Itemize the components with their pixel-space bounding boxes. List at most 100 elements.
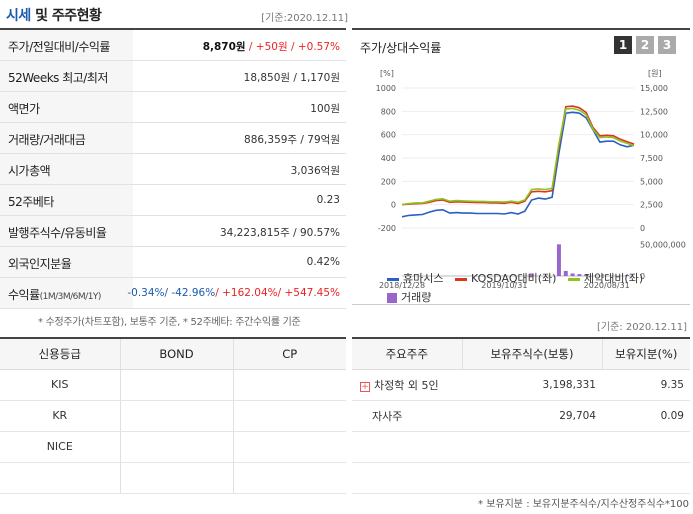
table-row: KIS (0, 369, 346, 401)
legend-item: 휴마시스 (387, 270, 443, 286)
volume-bar (584, 274, 589, 276)
legend-swatch (454, 277, 467, 281)
cp (232, 369, 346, 401)
right-tick-label: 5,000 (640, 177, 663, 186)
summary-label: 외국인지분율 (0, 247, 133, 277)
summary-label: 52Weeks 최고/최저 (0, 61, 133, 91)
left-axis-unit: [%] (380, 69, 394, 78)
holder-name-text[interactable]: 차정학 외 5인 (374, 378, 439, 392)
return-3m: / -42.96% (164, 287, 216, 299)
legend-label: 제약대비(좌) (583, 272, 644, 285)
summary-value: 3,036억원 (290, 165, 340, 177)
table-header: 신용등급 BOND CP (0, 339, 346, 370)
right-tick-label: 0 (640, 224, 645, 233)
agency (0, 462, 120, 494)
summary-row-par: 액면가 100원 (0, 92, 346, 123)
bond (119, 369, 233, 401)
return-1y: / +547.45% (277, 287, 340, 299)
base-date: [기준:2020.12.11] (261, 13, 348, 24)
summary-value: 100원 (310, 103, 340, 115)
chart-tab-2[interactable]: 2 (636, 36, 654, 54)
current-price: 8,870원 (202, 41, 246, 53)
x-tick-label: 2018/12/28 (379, 281, 425, 290)
volume-bar (570, 273, 575, 276)
volume-bar (625, 275, 630, 276)
summary-label: 거래량/거래대금 (0, 123, 133, 153)
summary-table: 주가/전일대비/수익률 8,870원 / +50원 / +0.57% 52Wee… (0, 30, 346, 309)
divider (352, 304, 690, 305)
price-change-rate: / +0.57% (287, 41, 340, 53)
left-tick-label: 200 (381, 177, 396, 186)
summary-row-marketcap: 시가총액 3,036억원 (0, 154, 346, 185)
section-title: 시세 및 주주현황 (6, 5, 102, 25)
summary-value: 0.23 (316, 194, 340, 206)
bond (119, 400, 233, 432)
section-title-sub: 및 주주현황 (30, 8, 102, 24)
volume-bar (556, 244, 561, 276)
section-title-main: 시세 (6, 8, 31, 24)
agency: NICE (0, 431, 120, 463)
legend-label: 거래량 (401, 291, 432, 304)
legend-label: KOSDAQ대비(좌) (470, 272, 557, 285)
holder-name (352, 462, 462, 494)
legend-item: 제약대비(좌) (567, 270, 644, 286)
table-row: + 차정학 외 5인 3,198,331 9.35 (352, 369, 690, 401)
right-tick-label: 10,000 (640, 131, 668, 140)
left-tick-label: 600 (381, 131, 396, 140)
holder-pct: 0.09 (602, 400, 690, 432)
bond (119, 431, 233, 463)
left-tick-label: -200 (378, 224, 396, 233)
summary-row-shares: 발행주식수/유동비율 34,223,815주 / 90.57% (0, 216, 346, 247)
summary-row-52w: 52Weeks 최고/최저 18,850원 / 1,170원 (0, 61, 346, 92)
left-tick-label: 0 (391, 201, 396, 210)
table-row (352, 431, 690, 463)
holder-shares (462, 462, 602, 494)
summary-row-foreign: 외국인지분율 0.42% (0, 247, 346, 278)
left-tick-label: 400 (381, 154, 396, 163)
price-line (401, 111, 635, 218)
table-header: 주요주주 보유주식수(보통) 보유지분(%) (352, 339, 690, 370)
right-tick-label: 2,500 (640, 201, 663, 210)
summary-value: 8,870원 / +50원 / +0.57% (203, 39, 340, 54)
summary-row-beta: 52주베타 0.23 (0, 185, 346, 216)
col-cp: CP (232, 339, 346, 370)
summary-label: 발행주식수/유동비율 (0, 216, 133, 246)
legend-swatch (567, 277, 580, 281)
left-tick-label: 800 (381, 107, 396, 116)
cp (232, 400, 346, 432)
chart-legend: 휴마시스 KOSDAQ대비(좌) 제약대비(좌) 거래량 (387, 270, 651, 305)
volume-tick-label: 0 (640, 272, 645, 281)
summary-label: 액면가 (0, 92, 133, 122)
table-row: 자사주 29,704 0.09 (352, 400, 690, 432)
chart-tab-3[interactable]: 3 (658, 36, 676, 54)
summary-value: 0.42% (306, 256, 340, 268)
summary-value: 886,359주 / 79억원 (244, 134, 340, 146)
summary-row-price: 주가/전일대비/수익률 8,870원 / +50원 / +0.57% (0, 30, 346, 61)
summary-label: 시가총액 (0, 154, 133, 184)
summary-row-volume: 거래량/거래대금 886,359주 / 79억원 (0, 123, 346, 154)
col-bond: BOND (119, 339, 233, 370)
holder-pct (602, 462, 690, 494)
volume-bar (577, 274, 582, 276)
col-holder: 주요주주 (352, 339, 462, 370)
x-tick-label: 2020/08/31 (584, 281, 630, 290)
kosdaq-relative-line (401, 105, 635, 206)
chart-title: 주가/상대수익률 (360, 41, 442, 55)
expand-icon[interactable]: + (360, 381, 370, 392)
chart-tab-1[interactable]: 1 (614, 36, 632, 54)
agency: KIS (0, 369, 120, 401)
col-pct: 보유지분(%) (601, 339, 690, 370)
right-tick-label: 7,500 (640, 154, 663, 163)
holder-shares: 29,704 (462, 400, 602, 432)
left-tick-label: 1000 (376, 84, 396, 93)
right-axis-unit: [원] (648, 69, 662, 78)
x-tick-label: 2019/10/31 (481, 281, 527, 290)
legend-item: 거래량 (387, 289, 431, 305)
returns-label: 수익률 (8, 288, 40, 302)
holder-name: + 차정학 외 5인 (352, 369, 462, 401)
table-row (0, 462, 346, 494)
table-row: NICE (0, 431, 346, 463)
holder-shares: 3,198,331 (462, 369, 602, 401)
